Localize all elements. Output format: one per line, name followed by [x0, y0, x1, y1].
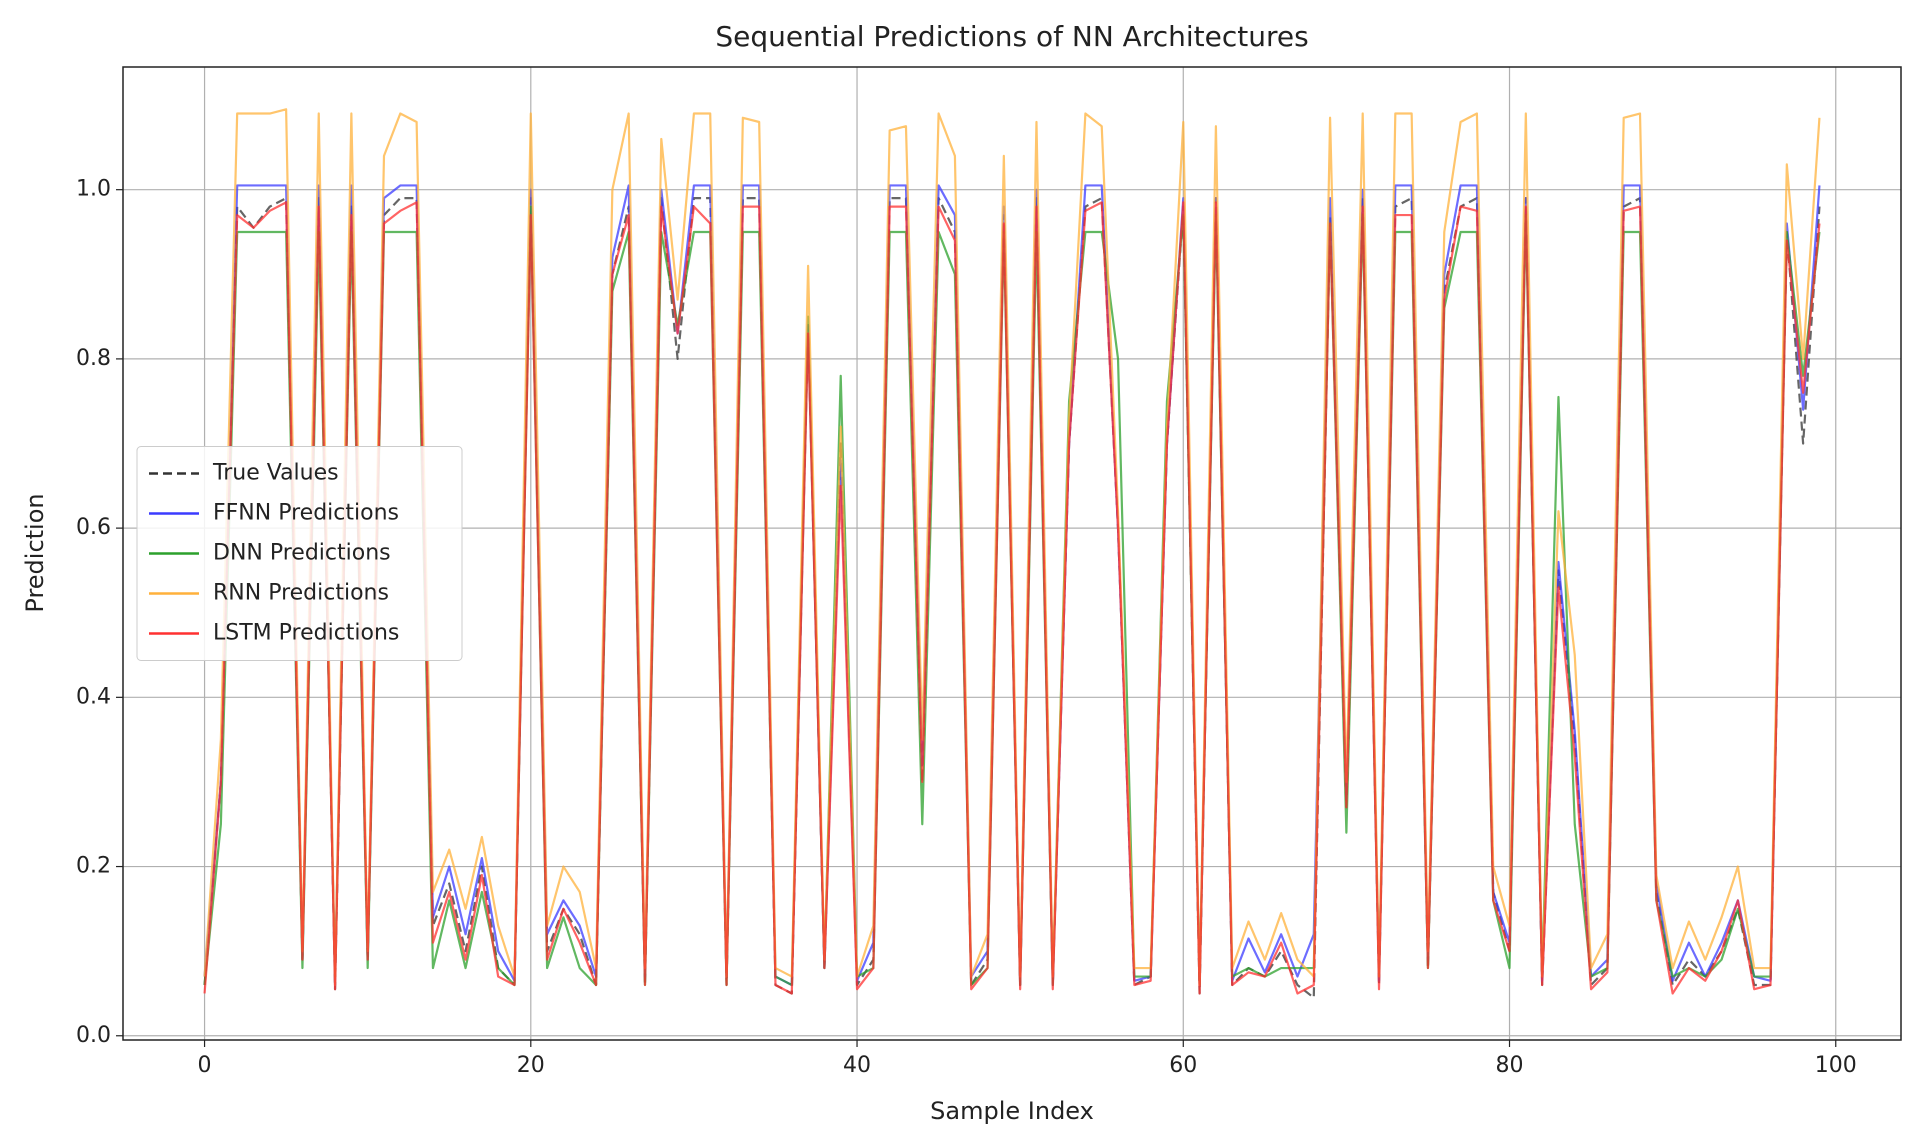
y-tick-label: 1.0	[76, 177, 111, 202]
y-axis-label: Prediction	[21, 493, 49, 612]
x-axis-label: Sample Index	[930, 1097, 1094, 1125]
chart-title: Sequential Predictions of NN Architectur…	[715, 20, 1308, 53]
y-tick-label: 0.6	[76, 515, 111, 540]
y-tick-label: 0.0	[76, 1023, 111, 1048]
legend-box	[136, 446, 463, 661]
y-tick-label: 0.4	[76, 684, 111, 709]
x-tick-label: 80	[1496, 1053, 1524, 1078]
x-tick-label: 0	[198, 1053, 212, 1078]
legend: True Values FFNN Predictions DNN Predictio…	[136, 446, 463, 661]
series-line	[203, 201, 1821, 995]
x-tick-label: 20	[517, 1053, 545, 1078]
x-tick-label: 60	[1169, 1053, 1197, 1078]
x-tick-label: 40	[843, 1053, 871, 1078]
legend-label: LSTM Predictions	[213, 621, 399, 646]
y-tick-label: 0.8	[76, 346, 111, 371]
y-tick-label: 0.2	[76, 854, 111, 879]
legend-label: RNN Predictions	[213, 581, 389, 606]
legend-label: FFNN Predictions	[213, 501, 399, 526]
legend-label: DNN Predictions	[213, 541, 391, 566]
legend-label: True Values	[212, 461, 339, 486]
plot-frame	[122, 66, 1902, 1041]
x-tick-label: 100	[1815, 1053, 1857, 1078]
